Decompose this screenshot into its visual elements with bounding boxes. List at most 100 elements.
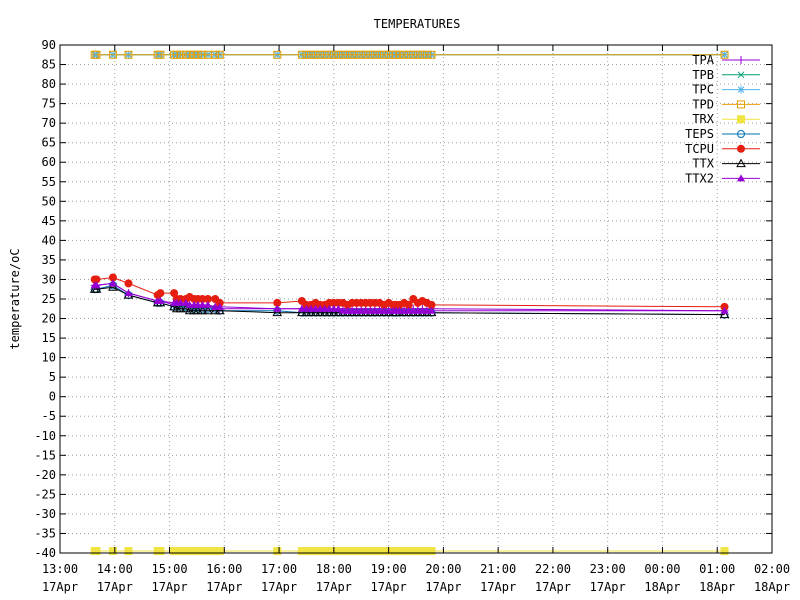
series-tcpu — [90, 273, 729, 311]
data-point-tpd — [193, 50, 202, 59]
data-point-tcpu — [108, 273, 117, 282]
data-point-tpd — [413, 50, 422, 59]
data-point-trx — [370, 547, 379, 556]
data-point-trx — [156, 547, 165, 556]
data-point-trx — [395, 547, 404, 556]
x-tick-label-date: 17Apr — [97, 580, 133, 594]
data-point-tcpu — [92, 275, 101, 284]
x-tick-label-time: 22:00 — [535, 562, 571, 576]
data-point-trx — [307, 547, 316, 556]
data-point-tcpu — [198, 295, 207, 303]
y-axis-label: temperature/oC — [8, 248, 22, 349]
data-point-ttx — [175, 303, 186, 313]
data-point-ttx — [719, 309, 730, 319]
data-point-tpd — [124, 50, 133, 59]
x-tick-label-date: 17Apr — [316, 580, 352, 594]
data-point-trx — [316, 547, 325, 556]
data-point-trx — [338, 547, 347, 556]
data-point-trx — [302, 547, 311, 556]
data-point-tpd — [156, 50, 165, 59]
y-tick-label: 0 — [49, 390, 56, 404]
x-tick-label-date: 17Apr — [371, 580, 407, 594]
data-point-tpd — [185, 50, 194, 59]
legend-item-ttx2: TTX2 — [685, 171, 760, 185]
data-point-tcpu — [427, 300, 436, 309]
legend-label: TTX — [692, 157, 714, 171]
x-tick-label-date: 18Apr — [754, 580, 790, 594]
data-point-ttx — [214, 305, 225, 315]
data-point-trx — [361, 547, 370, 556]
x-tick-label-date: 17Apr — [206, 580, 242, 594]
y-tick-label: 25 — [42, 292, 56, 306]
legend-label: TEPS — [685, 127, 714, 141]
data-point-tpd — [422, 50, 431, 59]
x-tick-label-date: 18Apr — [644, 580, 680, 594]
data-point-trx — [185, 547, 194, 556]
legend-marker — [736, 158, 746, 168]
data-point-ttx — [197, 305, 208, 315]
data-point-tcpu — [156, 289, 165, 298]
y-tick-label: 45 — [42, 214, 56, 228]
data-point-tcpu — [404, 300, 413, 309]
data-point-trx — [409, 547, 418, 556]
y-tick-label: 30 — [42, 272, 56, 286]
data-point-tpd — [325, 50, 334, 59]
data-point-tpd — [409, 50, 418, 59]
x-tick-label-time: 02:00 — [754, 562, 790, 576]
data-point-tpd — [316, 50, 325, 59]
data-point-ttx2 — [92, 281, 101, 289]
y-tick-label: 35 — [42, 253, 56, 267]
y-tick-label: -15 — [34, 448, 56, 462]
data-point-trx — [422, 547, 431, 556]
legend-item-tcpu: TCPU — [685, 142, 760, 156]
data-point-ttx2 — [203, 300, 212, 308]
data-point-tpd — [320, 50, 329, 59]
legend-label: TPB — [692, 68, 714, 82]
data-point-ttx2 — [124, 289, 133, 297]
data-point-tpd — [198, 50, 207, 59]
legend-label: TTX2 — [685, 171, 714, 185]
y-tick-label: 65 — [42, 136, 56, 150]
data-point-trx — [203, 547, 212, 556]
y-tick-label: 70 — [42, 116, 56, 130]
data-point-tcpu — [203, 295, 212, 303]
data-point-tpd — [334, 50, 343, 59]
data-point-tcpu — [124, 279, 133, 288]
x-tick-label-date: 17Apr — [151, 580, 187, 594]
data-point-ttx2 — [198, 300, 207, 308]
data-point-ttx2 — [273, 304, 282, 312]
data-point-tpd — [108, 50, 117, 59]
data-point-tpd — [380, 50, 389, 59]
data-point-tpd — [375, 50, 384, 59]
legend-label: TCPU — [685, 142, 714, 156]
data-point-tpd — [352, 50, 361, 59]
legend-item-tpa: TPA — [692, 53, 760, 67]
y-tick-label: 80 — [42, 77, 56, 91]
data-point-ttx — [272, 307, 283, 317]
series-ttx2 — [90, 279, 729, 314]
data-point-trx — [211, 547, 220, 556]
data-point-tpd — [720, 50, 729, 59]
data-point-tpd — [307, 50, 316, 59]
legend-marker — [737, 100, 745, 109]
y-tick-label: 5 — [49, 370, 56, 384]
data-point-ttx2 — [215, 302, 224, 310]
legend-item-teps: TEPS — [685, 127, 760, 141]
y-tick-label: 90 — [42, 38, 56, 52]
x-tick-label-time: 14:00 — [97, 562, 133, 576]
data-point-trx — [176, 547, 185, 556]
data-point-tpc — [720, 50, 729, 59]
y-tick-label: 15 — [42, 331, 56, 345]
x-tick-label-time: 23:00 — [590, 562, 626, 576]
data-point-trx — [193, 547, 202, 556]
data-point-trx — [311, 547, 320, 556]
legend-marker — [737, 115, 745, 124]
legend-marker — [737, 85, 745, 94]
y-tick-label: 50 — [42, 194, 56, 208]
data-point-trx — [215, 547, 224, 556]
y-tick-label: 40 — [42, 233, 56, 247]
data-point-trx — [343, 547, 352, 556]
data-point-tpd — [329, 50, 338, 59]
data-point-trx — [198, 547, 207, 556]
